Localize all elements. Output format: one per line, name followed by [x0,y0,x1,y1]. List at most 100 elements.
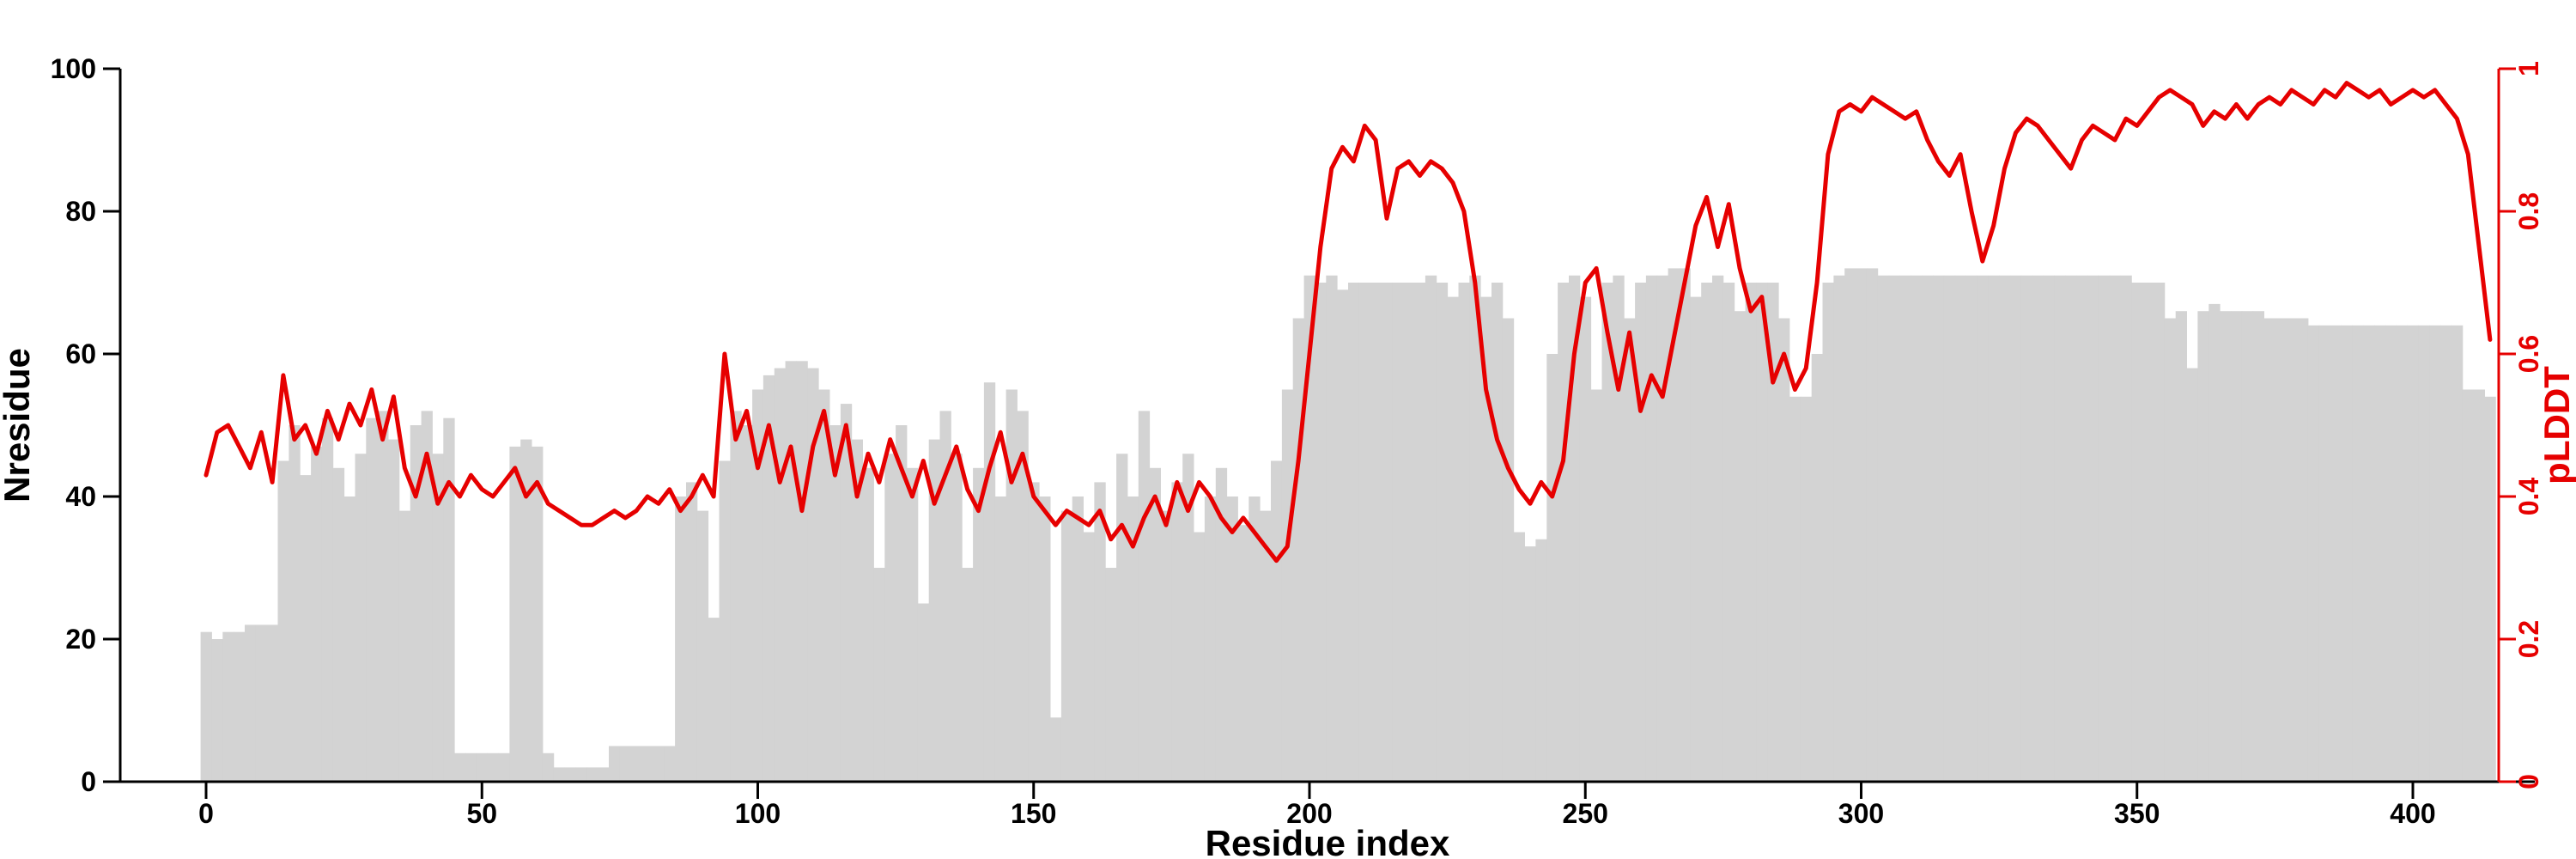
bar [1171,482,1183,782]
x-tick-label: 50 [466,798,497,829]
bar [907,467,919,782]
bar [432,454,444,782]
bar [1127,497,1139,782]
bar [675,497,687,782]
bar [2020,275,2033,782]
bar [653,746,665,782]
bar [2164,318,2177,782]
bar [277,460,289,782]
bar [1844,268,1856,782]
y-left-tick-label: 80 [65,196,96,227]
bar [2473,389,2485,782]
bar [2275,318,2287,782]
bar [1138,411,1151,782]
bar [2297,318,2309,782]
bar [2186,368,2198,782]
bar [1756,283,1768,782]
bar [1569,275,1581,782]
bar [211,639,223,782]
bar [377,411,389,782]
y-right-tick-label: 0.2 [2513,620,2544,658]
bar [1028,482,1040,782]
bar [1281,389,1294,782]
bar [1149,467,1161,782]
bar [664,746,676,782]
bar [1789,396,1801,782]
bar [2043,275,2055,782]
bar [343,497,355,782]
bar [1182,454,1194,782]
bar [951,454,963,782]
bar [2065,275,2077,782]
x-tick-label: 150 [1011,798,1056,829]
y-left-tick-label: 40 [65,481,96,512]
bar [388,439,400,782]
bar [2341,325,2353,782]
bar [1370,283,1382,782]
bar [1116,454,1128,782]
bar [487,752,499,782]
bar [1160,510,1172,782]
bar [1778,318,1790,782]
bar [476,752,489,782]
y-right-tick-label: 1 [2513,61,2544,76]
bar [917,603,930,782]
bar [1988,275,2000,782]
bar [696,510,709,782]
bar [1271,460,1283,782]
bar [1679,268,1691,782]
bar [730,411,742,782]
bottom-axis: 0 50 100 150 200 250 300 350 400 Residue index [120,780,2535,859]
bar [2318,325,2331,782]
bar [1348,283,1360,782]
x-axis-title: Residue index [1206,823,1450,859]
x-tick-label: 0 [198,798,214,829]
bar [1943,275,1956,782]
bar [2032,275,2044,782]
bar [1613,275,1625,782]
bar [1954,275,1966,782]
bar [2241,311,2254,782]
bar [2231,311,2243,782]
bar [1535,539,1547,782]
bar [2374,325,2386,782]
bar [553,767,566,782]
bar [1601,283,1613,782]
bar [1358,283,1371,782]
bar [586,767,598,782]
y-right-tick-label: 0.6 [2513,335,2544,373]
bar [1039,497,1051,782]
bar [1645,275,1658,782]
bar [1194,532,1206,782]
x-tick-label: 250 [1563,798,1608,829]
bar [630,746,642,782]
bar [1060,510,1073,782]
bar [2429,325,2441,782]
bar [2154,283,2166,782]
bar [1215,467,1228,782]
bar [289,425,301,782]
left-axis: 0 20 40 60 80 100 Nresidue [0,53,122,797]
bar [1337,289,1349,782]
bar [532,446,544,782]
bar [2220,311,2232,782]
bar [1624,318,1636,782]
bar [994,497,1007,782]
bar [311,446,323,782]
bar [1513,532,1525,782]
bar [1105,568,1117,782]
bar [983,382,996,782]
bar [1502,318,1515,782]
bar [443,417,455,782]
bar [410,425,422,782]
bar [1722,283,1735,782]
bar [1447,296,1459,783]
bar [332,467,345,782]
bar [2197,311,2209,782]
bar [2010,275,2022,782]
bar [752,389,764,782]
bar [1326,275,1338,782]
bar [884,454,896,782]
bar [774,368,787,782]
bar [2462,389,2475,782]
